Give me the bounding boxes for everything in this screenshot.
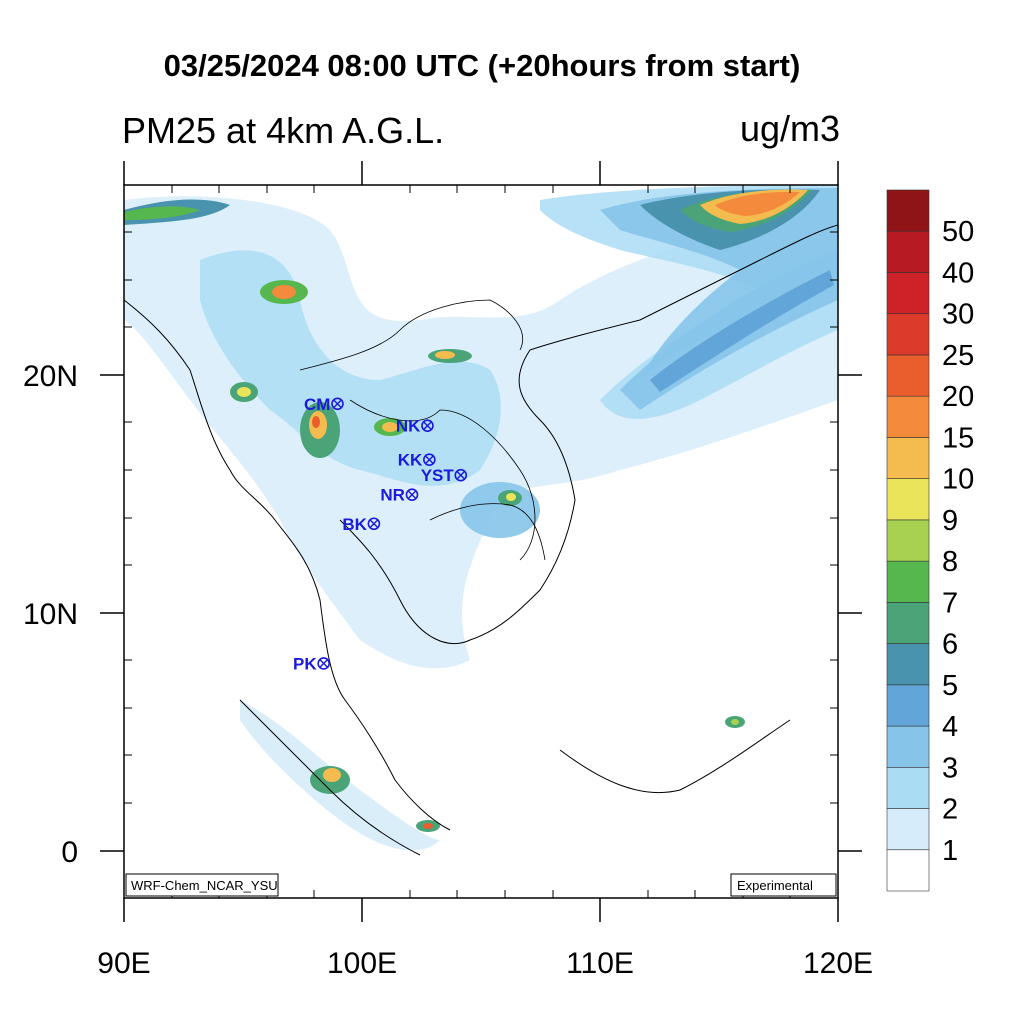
colorbar-label: 9 (942, 505, 958, 537)
colorbar-swatch (886, 766, 930, 809)
colorbar-label: 5 (942, 670, 958, 702)
colorbar-label: 25 (942, 340, 974, 372)
site-bk: BK (342, 515, 381, 534)
site-marker-icon (317, 657, 330, 670)
site-marker-icon (331, 397, 344, 411)
colorbar-label: 40 (942, 257, 974, 289)
site-cm: CM (304, 395, 344, 414)
colorbar-swatch (886, 725, 930, 768)
colorbar-label: 6 (942, 629, 958, 661)
colorbar-swatch (886, 437, 930, 479)
colorbar-label: 10 (942, 464, 974, 496)
lon-tick-label: 120E (803, 947, 873, 980)
colorbar-label: 7 (942, 587, 958, 619)
colorbar-swatch (886, 643, 930, 686)
colorbar-swatch (886, 684, 930, 727)
site-marker-icon (423, 453, 436, 467)
country-borders (299, 299, 546, 561)
colorbar-swatch (886, 808, 930, 851)
colorbar-swatch (886, 354, 930, 397)
experimental-credit: Experimental (730, 873, 837, 897)
colorbar-swatch (886, 560, 930, 603)
colorbar-swatch (886, 230, 930, 273)
variable-title: PM25 at 4km A.G.L. (122, 110, 445, 151)
colorbar-label: 30 (942, 299, 974, 331)
lat-tick-label: 0 (61, 836, 78, 869)
colorbar-swatch (886, 849, 930, 892)
site-kk: KK (398, 451, 436, 470)
lon-tick-label: 110E (566, 947, 634, 980)
colorbar-label: 3 (942, 752, 958, 784)
experimental-label: Experimental (737, 878, 813, 893)
colorbar-swatch (886, 519, 930, 562)
site-label: KK (398, 451, 423, 470)
colorbar-swatch (886, 602, 930, 644)
site-label: PK (293, 654, 317, 673)
axis-ticks: 90E 100E 110E 120E 20N 10N 0 (23, 161, 873, 980)
colorbar-swatch (886, 272, 930, 315)
units-label: ug/m3 (739, 108, 840, 149)
lon-tick-label: 100E (327, 947, 397, 980)
colorbar-label: 20 (942, 381, 974, 413)
colorbar-label: 8 (942, 546, 958, 578)
site-nk: NK (396, 417, 434, 436)
minor-ticks (124, 185, 838, 899)
colorbar-swatch (886, 189, 930, 232)
site-yst: YST (421, 466, 468, 485)
model-credit: WRF-Chem_NCAR_YSU (125, 873, 279, 897)
site-pk: PK (293, 654, 330, 673)
map-frame (123, 184, 839, 899)
colorbar-label: 15 (942, 422, 974, 454)
coastlines (124, 224, 838, 856)
colorbar-label: 50 (942, 216, 974, 248)
colorbar: 1 2 3 4 5 6 7 8 9 10 15 20 25 30 40 50 (886, 189, 974, 892)
site-label: CM (304, 395, 330, 414)
site-marker-icon (367, 517, 381, 531)
map-title: 03/25/2024 08:00 UTC (+20hours from star… (163, 48, 801, 83)
site-label: BK (342, 515, 367, 534)
site-nr: NR (380, 486, 419, 505)
colorbar-swatch (886, 478, 930, 521)
site-marker-icon (421, 419, 434, 432)
lat-tick-label: 10N (23, 598, 78, 631)
colorbar-label: 4 (942, 711, 958, 743)
colorbar-swatch (886, 313, 930, 356)
colorbar-label: 1 (942, 835, 958, 867)
model-credit-label: WRF-Chem_NCAR_YSU (131, 878, 278, 893)
colorbar-label: 2 (942, 794, 958, 826)
site-label: NR (380, 486, 405, 505)
site-marker-icon (454, 468, 468, 482)
site-marker-icon (405, 488, 419, 502)
lat-tick-label: 20N (23, 360, 78, 393)
site-label: NK (396, 417, 421, 436)
site-label: YST (421, 466, 455, 485)
colorbar-swatch (886, 395, 930, 438)
lon-tick-label: 90E (97, 947, 150, 980)
